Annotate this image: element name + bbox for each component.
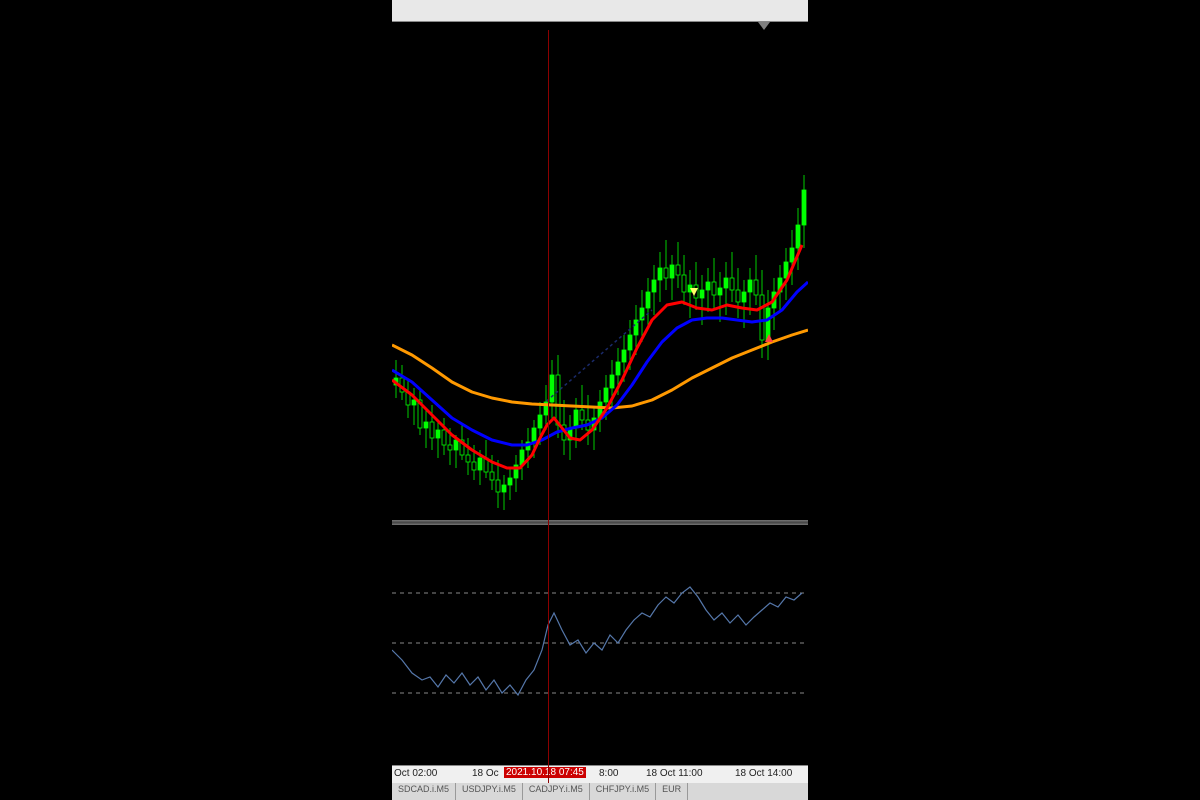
time-label: 18 Oc [472, 768, 499, 779]
indicator-panel[interactable] [392, 525, 808, 765]
symbol-tabs: SDCAD.i.M5USDJPY.i.M5CADJPY.i.M5CHFJPY.i… [392, 783, 808, 800]
chart-window: Oct 02:00 18 Oc 8:00 18 Oct 11:00 18 Oct 14:… [392, 0, 808, 800]
crosshair-line [548, 30, 549, 783]
dropdown-marker-icon[interactable] [758, 22, 770, 30]
main-price-chart[interactable] [392, 30, 808, 520]
symbol-tab[interactable]: USDJPY.i.M5 [456, 783, 523, 800]
symbol-tab[interactable]: CHFJPY.i.M5 [590, 783, 656, 800]
time-axis: Oct 02:00 18 Oc 8:00 18 Oct 11:00 18 Oct 14:… [392, 765, 808, 783]
symbol-tab[interactable]: CADJPY.i.M5 [523, 783, 590, 800]
time-label: 18 Oct 14:00 [735, 768, 792, 779]
time-label: Oct 02:00 [394, 768, 437, 779]
time-label: 18 Oct 11:00 [646, 768, 703, 779]
symbol-tab[interactable]: SDCAD.i.M5 [392, 783, 456, 800]
toolbar[interactable] [392, 0, 808, 22]
symbol-tab[interactable]: EUR [656, 783, 688, 800]
crosshair-time-label: 2021.10.18 07:45 [504, 767, 586, 778]
time-label: 8:00 [599, 768, 618, 779]
